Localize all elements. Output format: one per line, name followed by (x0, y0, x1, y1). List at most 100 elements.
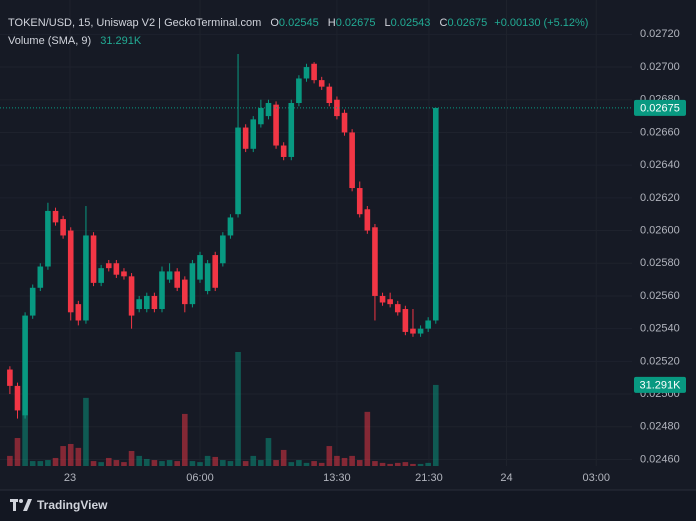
volume-bar (166, 460, 173, 466)
ohlc-value: 0.02675 (335, 17, 376, 29)
volume-bar (212, 456, 219, 466)
candle-body (136, 299, 142, 310)
candle-body (326, 86, 333, 104)
y-tick-label: 0.02700 (640, 61, 680, 73)
candle-body (105, 263, 112, 269)
volume-bar (235, 352, 241, 466)
candle-body (265, 103, 272, 117)
candle-body (29, 287, 36, 316)
brand-logo (10, 499, 32, 511)
y-tick-label: 0.02660 (640, 126, 680, 138)
volume-bar (37, 461, 44, 466)
x-tick-label: 23 (64, 472, 76, 484)
volume-bar (128, 450, 135, 466)
candle-body (166, 271, 173, 280)
volume-bar (159, 461, 165, 466)
y-tick-label: 0.02520 (640, 355, 680, 367)
candle-body (174, 271, 181, 288)
candle-body (394, 304, 401, 313)
volume-bar (7, 455, 13, 466)
x-tick-label: 13:30 (323, 472, 351, 484)
candle-body (296, 78, 302, 104)
volume-bar (417, 463, 424, 466)
y-tick-label: 0.02480 (640, 421, 680, 433)
branding[interactable]: TradingView (10, 498, 107, 512)
y-tick-label: 0.02620 (640, 192, 680, 204)
ohlc-key: L (384, 17, 391, 29)
y-tick-label: 0.02720 (640, 28, 680, 40)
volume-bar (98, 462, 104, 466)
volume-bar (83, 397, 89, 466)
candle-body (250, 119, 257, 149)
candle-body (417, 328, 424, 334)
volume-bar (311, 461, 317, 466)
volume-bar (394, 462, 401, 466)
candle-body (258, 107, 264, 125)
volume-bar (432, 384, 439, 466)
candle-body (242, 127, 249, 149)
volume-bar (52, 457, 59, 466)
volume-badge-label: 31.291K (640, 379, 682, 391)
plot-background (0, 0, 696, 490)
volume-bar (250, 455, 257, 466)
volume-bar (90, 461, 97, 466)
volume-bar (189, 461, 196, 466)
volume-bar (387, 463, 393, 466)
y-tick-label: 0.02560 (640, 290, 680, 302)
candle-body (128, 276, 135, 316)
volume-bar (60, 446, 66, 466)
candle-body (189, 263, 196, 305)
candle-body (204, 263, 211, 292)
volume-bar (364, 411, 371, 466)
legend: TOKEN/USD, 15, Uniswap V2 | GeckoTermina… (8, 14, 588, 50)
candle-body (235, 127, 241, 215)
volume-bar (410, 463, 416, 466)
volume-bar (303, 462, 310, 466)
x-tick-label: 06:00 (186, 472, 214, 484)
candle-body (425, 320, 431, 329)
volume-bar (29, 461, 36, 466)
legend-row: Volume (SMA, 9) 31.291K (8, 32, 588, 50)
candle-body (402, 309, 409, 332)
volume-bar (265, 438, 272, 466)
ohlc-value: 0.02545 (278, 17, 319, 29)
ohlc-key: H (327, 17, 336, 29)
candle-body (288, 103, 295, 157)
volume-bar (136, 455, 142, 466)
y-tick-label: 0.02540 (640, 323, 680, 335)
volume-bar (273, 460, 279, 466)
candle-body (197, 255, 203, 280)
change-label: +0.00130 (+5.12%) (494, 17, 589, 29)
volume-bar (113, 460, 120, 466)
candle-body (227, 217, 234, 236)
volume-bar (288, 462, 295, 466)
candle-body (364, 209, 371, 231)
candle-body (341, 112, 348, 133)
candle-body (273, 104, 279, 146)
y-tick-label: 0.02600 (640, 224, 680, 236)
ohlc-key: O (270, 17, 279, 29)
volume-bar (121, 462, 127, 466)
volume-bar (280, 449, 287, 466)
volume-bar (75, 447, 82, 466)
candle-body (280, 145, 287, 157)
volume-bar (242, 461, 249, 466)
candle-body (151, 295, 158, 310)
volume-bar (143, 459, 150, 466)
candle-body (212, 255, 219, 288)
volume-bar (182, 413, 188, 466)
candle-body (410, 328, 416, 334)
candle-body (98, 268, 104, 283)
legend-row: TOKEN/USD, 15, Uniswap V2 | GeckoTermina… (8, 14, 588, 32)
volume-bar (296, 460, 302, 466)
chart-title: TOKEN/USD, 15, Uniswap V2 | GeckoTermina… (8, 17, 262, 29)
volume-bar (220, 460, 226, 466)
candle-body (311, 63, 317, 81)
candle-body (52, 210, 59, 223)
candle-body (90, 235, 97, 283)
ohlc-value: 0.02543 (390, 17, 431, 29)
ohlc-value: 0.02675 (447, 17, 488, 29)
ohlc-key: C (439, 17, 448, 29)
candle-body (22, 315, 28, 416)
